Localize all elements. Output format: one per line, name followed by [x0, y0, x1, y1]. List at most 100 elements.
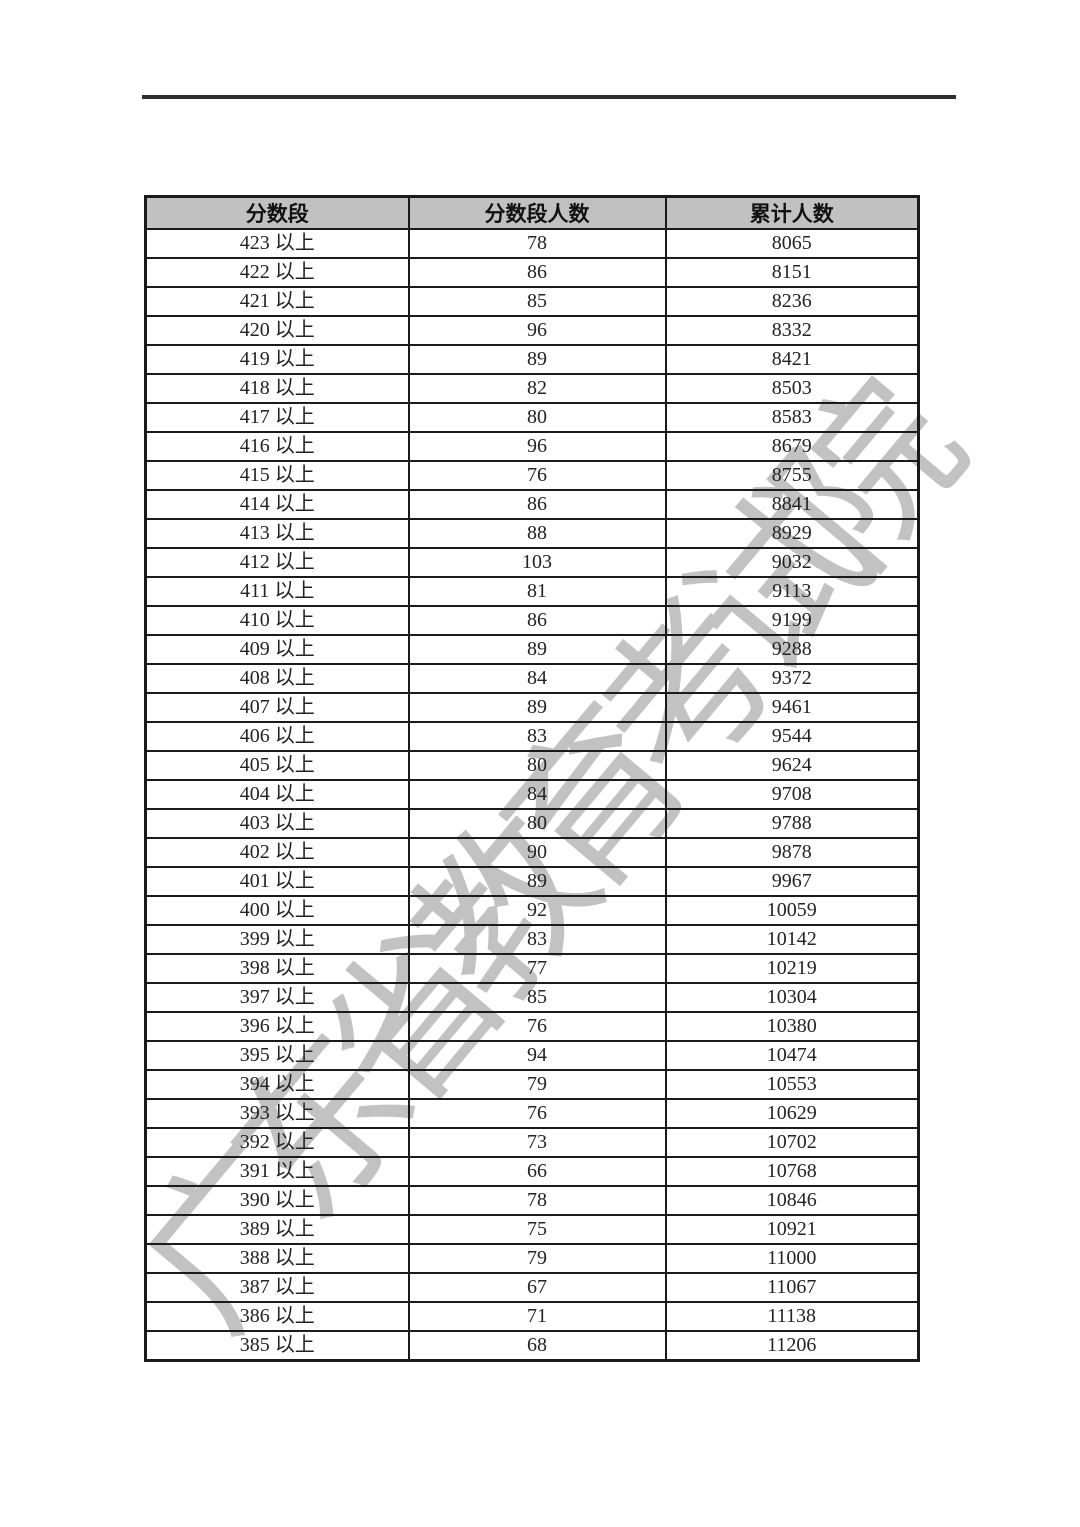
table-cell: 8065	[664, 228, 920, 259]
table-cell: 389 以上	[144, 1214, 410, 1245]
table-cell: 9624	[664, 750, 920, 781]
table-row: 412 以上 103 9032	[144, 547, 920, 578]
table-cell: 9288	[664, 634, 920, 665]
table-cell: 415 以上	[144, 460, 410, 491]
table-row: 404 以上 84 9708	[144, 779, 920, 810]
table-row: 417 以上 80 8583	[144, 402, 920, 433]
table-cell: 9788	[664, 808, 920, 839]
table-cell: 421 以上	[144, 286, 410, 317]
table-cell: 67	[407, 1272, 667, 1303]
table-cell: 416 以上	[144, 431, 410, 462]
table-cell: 398 以上	[144, 953, 410, 984]
table-cell: 387 以上	[144, 1272, 410, 1303]
table-cell: 103	[407, 547, 667, 578]
table-cell: 407 以上	[144, 692, 410, 723]
table-cell: 396 以上	[144, 1011, 410, 1042]
column-header-score-range: 分数段	[144, 195, 410, 230]
table-cell: 10553	[664, 1069, 920, 1100]
table-cell: 10380	[664, 1011, 920, 1042]
table-cell: 75	[407, 1214, 667, 1245]
table-cell: 77	[407, 953, 667, 984]
table-cell: 399 以上	[144, 924, 410, 955]
table-row: 406 以上 83 9544	[144, 721, 920, 752]
table-cell: 11067	[664, 1272, 920, 1303]
table-cell: 8503	[664, 373, 920, 404]
table-cell: 78	[407, 1185, 667, 1216]
table-cell: 417 以上	[144, 402, 410, 433]
table-cell: 409 以上	[144, 634, 410, 665]
table-row: 396 以上 76 10380	[144, 1011, 920, 1042]
table-cell: 418 以上	[144, 373, 410, 404]
table-row: 418 以上 82 8503	[144, 373, 920, 404]
table-cell: 8841	[664, 489, 920, 520]
table-row: 413 以上 88 8929	[144, 518, 920, 549]
table-row: 399 以上 83 10142	[144, 924, 920, 955]
table-cell: 390 以上	[144, 1185, 410, 1216]
table-row: 407 以上 89 9461	[144, 692, 920, 723]
table-cell: 395 以上	[144, 1040, 410, 1071]
table-cell: 397 以上	[144, 982, 410, 1013]
table-cell: 391 以上	[144, 1156, 410, 1187]
table-row: 411 以上 81 9113	[144, 576, 920, 607]
table-row: 405 以上 80 9624	[144, 750, 920, 781]
table-cell: 9113	[664, 576, 920, 607]
table-cell: 11206	[664, 1330, 920, 1362]
table-cell: 8583	[664, 402, 920, 433]
table-cell: 9967	[664, 866, 920, 897]
table-cell: 385 以上	[144, 1330, 410, 1362]
table-row: 414 以上 86 8841	[144, 489, 920, 520]
table-cell: 422 以上	[144, 257, 410, 288]
table-row: 409 以上 89 9288	[144, 634, 920, 665]
table-row: 419 以上 89 8421	[144, 344, 920, 375]
table-cell: 84	[407, 663, 667, 694]
table-cell: 10768	[664, 1156, 920, 1187]
table-cell: 411 以上	[144, 576, 410, 607]
table-cell: 88	[407, 518, 667, 549]
table-row: 402 以上 90 9878	[144, 837, 920, 868]
table-row: 393 以上 76 10629	[144, 1098, 920, 1129]
table-cell: 89	[407, 344, 667, 375]
table-cell: 73	[407, 1127, 667, 1158]
table-cell: 89	[407, 692, 667, 723]
table-cell: 10474	[664, 1040, 920, 1071]
column-header-cumulative-count: 累计人数	[664, 195, 920, 230]
table-cell: 10142	[664, 924, 920, 955]
table-cell: 10304	[664, 982, 920, 1013]
table-cell: 96	[407, 315, 667, 346]
table-row: 410 以上 86 9199	[144, 605, 920, 636]
table-cell: 83	[407, 721, 667, 752]
table-cell: 86	[407, 489, 667, 520]
table-cell: 11000	[664, 1243, 920, 1274]
table-row: 422 以上 86 8151	[144, 257, 920, 288]
table-cell: 388 以上	[144, 1243, 410, 1274]
table-cell: 9032	[664, 547, 920, 578]
score-table-body: 423 以上 78 8065 422 以上 86 8151 421 以上 85 8236 420 …	[144, 228, 920, 1362]
table-cell: 8929	[664, 518, 920, 549]
table-cell: 410 以上	[144, 605, 410, 636]
table-row: 421 以上 85 8236	[144, 286, 920, 317]
table-cell: 76	[407, 1011, 667, 1042]
table-cell: 89	[407, 866, 667, 897]
table-cell: 80	[407, 808, 667, 839]
table-row: 392 以上 73 10702	[144, 1127, 920, 1158]
table-cell: 86	[407, 605, 667, 636]
table-cell: 392 以上	[144, 1127, 410, 1158]
table-cell: 400 以上	[144, 895, 410, 926]
table-cell: 8679	[664, 431, 920, 462]
table-cell: 66	[407, 1156, 667, 1187]
table-cell: 413 以上	[144, 518, 410, 549]
table-cell: 8236	[664, 286, 920, 317]
table-row: 386 以上 71 11138	[144, 1301, 920, 1332]
table-cell: 10921	[664, 1214, 920, 1245]
score-table: 分数段 分数段人数 累计人数 423 以上 78 8065 422 以上 86 8151 4…	[144, 195, 920, 1362]
table-cell: 9544	[664, 721, 920, 752]
table-row: 397 以上 85 10304	[144, 982, 920, 1013]
table-cell: 82	[407, 373, 667, 404]
table-cell: 86	[407, 257, 667, 288]
table-row: 387 以上 67 11067	[144, 1272, 920, 1303]
table-cell: 423 以上	[144, 228, 410, 259]
table-row: 385 以上 68 11206	[144, 1330, 920, 1362]
table-cell: 420 以上	[144, 315, 410, 346]
table-cell: 406 以上	[144, 721, 410, 752]
table-row: 390 以上 78 10846	[144, 1185, 920, 1216]
